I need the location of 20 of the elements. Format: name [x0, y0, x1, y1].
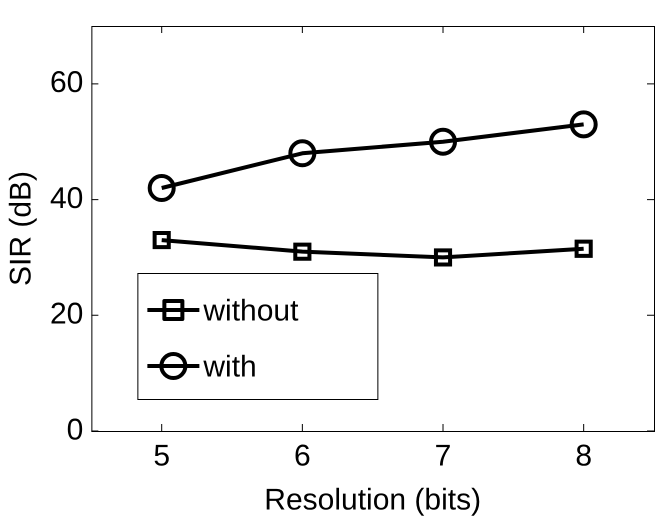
- point: [429, 128, 458, 156]
- point: [434, 248, 452, 266]
- point: [148, 174, 176, 202]
- x-tick-label: 8: [575, 439, 592, 472]
- y-tick-label: 0: [66, 413, 84, 446]
- legend-label: with: [202, 350, 257, 384]
- legend-label: without: [202, 294, 300, 328]
- y-tick-label: 40: [50, 182, 84, 215]
- y-tick-label: 60: [50, 66, 84, 100]
- point: [288, 139, 316, 168]
- y-tick-label: 20: [50, 298, 84, 331]
- point: [570, 110, 598, 138]
- point: [293, 242, 312, 261]
- x-tick-label: 7: [434, 439, 452, 472]
- y-axis-title: SIR (dB): [4, 170, 38, 286]
- x-tick-label: 5: [153, 439, 170, 472]
- x-tick-label: 6: [294, 439, 311, 472]
- point: [574, 240, 593, 258]
- x-axis-title: Resolution (bits): [264, 483, 482, 516]
- point: [152, 231, 171, 250]
